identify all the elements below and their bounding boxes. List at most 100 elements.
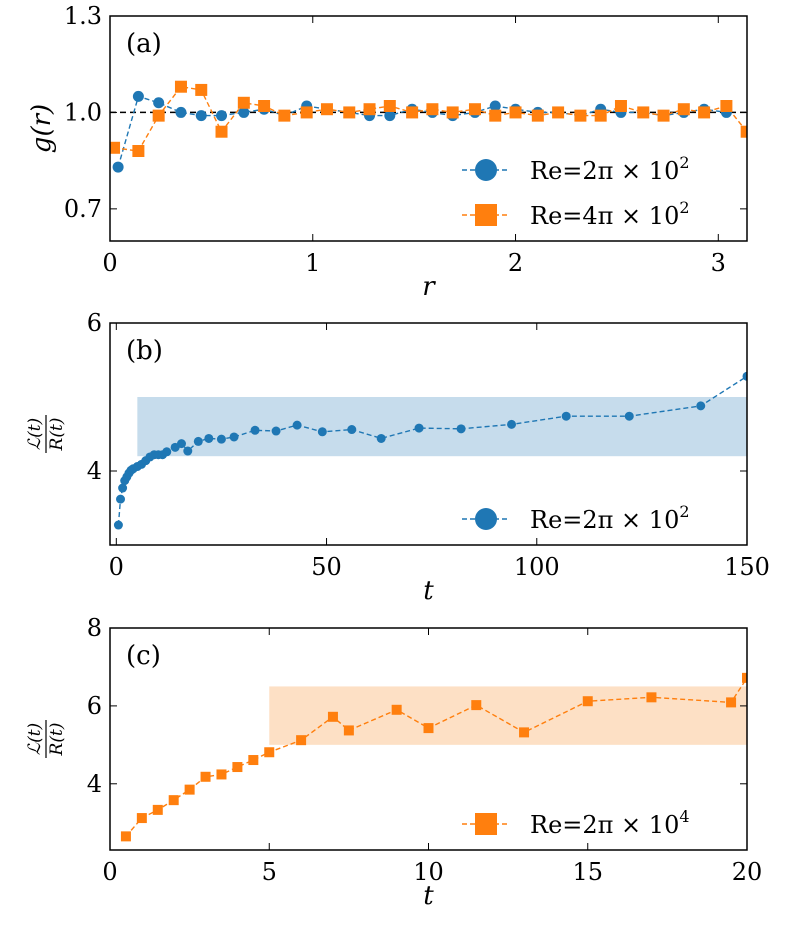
y-tick-label: 4 bbox=[87, 457, 102, 485]
x-tick-label: 20 bbox=[732, 858, 763, 886]
y-tick-label: 1.3 bbox=[64, 2, 102, 30]
data-point bbox=[519, 727, 530, 738]
data-point bbox=[183, 446, 193, 456]
data-point bbox=[168, 795, 179, 806]
y-label-denominator: R(t) bbox=[47, 418, 67, 452]
legend-exponent: 2 bbox=[679, 502, 689, 521]
x-tick-label: 1 bbox=[305, 249, 320, 277]
data-point bbox=[136, 813, 147, 824]
legend-exponent: 2 bbox=[679, 198, 689, 217]
x-tick-label: 0 bbox=[102, 249, 117, 277]
y-label-numerator: ℒ(t) bbox=[25, 418, 45, 450]
data-point bbox=[561, 411, 571, 421]
y-axis-label: ℒ(t) R(t) bbox=[25, 415, 67, 453]
shaded-band bbox=[137, 397, 747, 457]
legend-marker bbox=[475, 159, 497, 181]
data-point bbox=[116, 494, 126, 504]
data-point bbox=[614, 100, 627, 112]
data-point bbox=[456, 424, 466, 434]
data-point bbox=[320, 103, 333, 116]
shaded-band bbox=[269, 686, 747, 745]
x-tick-label: 3 bbox=[711, 249, 726, 277]
data-point bbox=[677, 103, 690, 116]
y-tick-label: 6 bbox=[87, 309, 102, 337]
data-point bbox=[423, 723, 434, 734]
panel-a: 0 1 2 3 0.7 1.0 1.3 (a) r g(r) Re=2π × 102 Re=4… bbox=[27, 2, 748, 302]
data-point bbox=[383, 100, 396, 112]
legend: Re=2π × 102 bbox=[462, 502, 690, 534]
data-point bbox=[552, 106, 565, 119]
legend-label: Re=2π × 102 bbox=[530, 502, 690, 534]
legend-label: Re=2π × 102 bbox=[530, 153, 690, 185]
data-point bbox=[384, 110, 396, 122]
data-point bbox=[637, 106, 650, 119]
data-point bbox=[278, 109, 291, 122]
data-point bbox=[237, 96, 250, 109]
legend: Re=2π × 104 bbox=[462, 807, 690, 839]
data-point bbox=[446, 106, 459, 119]
data-point bbox=[327, 711, 338, 722]
data-point bbox=[195, 83, 208, 96]
data-point bbox=[271, 426, 281, 436]
legend-marker bbox=[475, 204, 497, 226]
data-point bbox=[238, 106, 250, 118]
legend-label: Re=4π × 102 bbox=[530, 198, 690, 230]
data-point bbox=[248, 755, 259, 766]
data-point bbox=[531, 109, 544, 122]
data-point bbox=[174, 80, 187, 93]
data-point bbox=[468, 103, 481, 116]
data-point bbox=[742, 371, 747, 381]
x-tick-label: 50 bbox=[311, 553, 342, 581]
panel-label: (a) bbox=[126, 29, 162, 59]
panel-b: 0 50 100 150 4 6 (b) t ℒ(t) R(t) Re=2π × 102 bbox=[25, 309, 770, 606]
data-point bbox=[200, 771, 211, 782]
data-point bbox=[184, 784, 195, 795]
data-point bbox=[264, 747, 275, 758]
series-line bbox=[114, 85, 747, 152]
data-point bbox=[698, 106, 711, 119]
data-point bbox=[296, 735, 307, 746]
data-point bbox=[406, 106, 419, 119]
data-point bbox=[193, 436, 203, 446]
legend-label: Re=2π × 104 bbox=[530, 807, 690, 839]
y-axis-label: ℒ(t) R(t) bbox=[25, 720, 67, 758]
data-point bbox=[489, 100, 501, 112]
data-point bbox=[195, 110, 207, 122]
data-point bbox=[740, 125, 747, 138]
data-point bbox=[250, 425, 260, 435]
data-point bbox=[152, 804, 163, 815]
data-point bbox=[720, 100, 733, 112]
data-point bbox=[120, 831, 131, 842]
legend-exponent: 4 bbox=[679, 807, 689, 826]
data-point bbox=[118, 483, 128, 493]
data-point bbox=[426, 103, 439, 116]
data-point bbox=[657, 109, 670, 122]
x-tick-label: 0 bbox=[102, 858, 117, 886]
data-point bbox=[258, 100, 271, 112]
x-tick-label: 2 bbox=[508, 249, 523, 277]
y-tick-label: 1.0 bbox=[64, 98, 102, 126]
data-point bbox=[215, 125, 228, 138]
data-point bbox=[376, 433, 386, 443]
data-point bbox=[624, 411, 634, 421]
data-point bbox=[391, 704, 402, 715]
data-point bbox=[216, 434, 226, 444]
data-point bbox=[317, 427, 327, 437]
data-point bbox=[742, 672, 747, 683]
y-label-numerator: ℒ(t) bbox=[25, 723, 45, 755]
plot-frame bbox=[109, 322, 748, 546]
data-point bbox=[574, 109, 587, 122]
x-tick-label: 100 bbox=[514, 553, 560, 581]
x-tick-label: 15 bbox=[572, 858, 603, 886]
data-point bbox=[509, 106, 522, 119]
data-point bbox=[232, 762, 243, 773]
data-point bbox=[112, 161, 124, 173]
y-tick-label: 0.7 bbox=[64, 195, 102, 223]
y-axis-label: g(r) bbox=[27, 104, 57, 153]
y-tick-label: 8 bbox=[87, 614, 102, 642]
x-tick-label: 150 bbox=[724, 553, 770, 581]
data-point bbox=[204, 433, 214, 443]
data-point bbox=[162, 447, 172, 457]
data-point bbox=[343, 106, 356, 119]
